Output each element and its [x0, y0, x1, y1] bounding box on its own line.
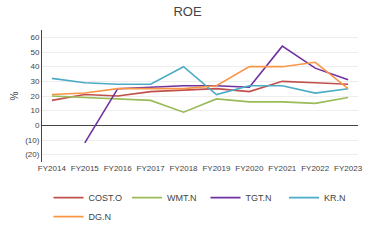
svg-text:FY2020: FY2020	[235, 164, 264, 173]
svg-text:FY2023: FY2023	[334, 164, 363, 173]
svg-text:TGT.N: TGT.N	[246, 193, 272, 203]
svg-text:FY2018: FY2018	[170, 164, 199, 173]
svg-text:FY2017: FY2017	[137, 164, 166, 173]
svg-text:FY2015: FY2015	[71, 164, 100, 173]
svg-text:DG.N: DG.N	[89, 212, 112, 222]
svg-text:(20): (20)	[25, 150, 40, 159]
svg-text:(10): (10)	[25, 136, 40, 145]
svg-text:%: %	[9, 91, 20, 100]
svg-text:0: 0	[35, 121, 40, 130]
svg-text:60: 60	[30, 33, 39, 42]
svg-text:ROE: ROE	[173, 4, 202, 19]
svg-text:FY2021: FY2021	[268, 164, 297, 173]
svg-text:FY2022: FY2022	[301, 164, 330, 173]
svg-text:40: 40	[30, 62, 39, 71]
svg-text:50: 50	[30, 48, 39, 57]
svg-text:KR.N: KR.N	[324, 193, 346, 203]
svg-text:FY2016: FY2016	[104, 164, 133, 173]
svg-text:WMT.N: WMT.N	[167, 193, 197, 203]
svg-text:30: 30	[30, 77, 39, 86]
svg-text:FY2014: FY2014	[38, 164, 67, 173]
svg-text:20: 20	[30, 92, 39, 101]
svg-text:10: 10	[30, 106, 39, 115]
svg-text:FY2019: FY2019	[202, 164, 231, 173]
svg-text:COST.O: COST.O	[89, 193, 123, 203]
